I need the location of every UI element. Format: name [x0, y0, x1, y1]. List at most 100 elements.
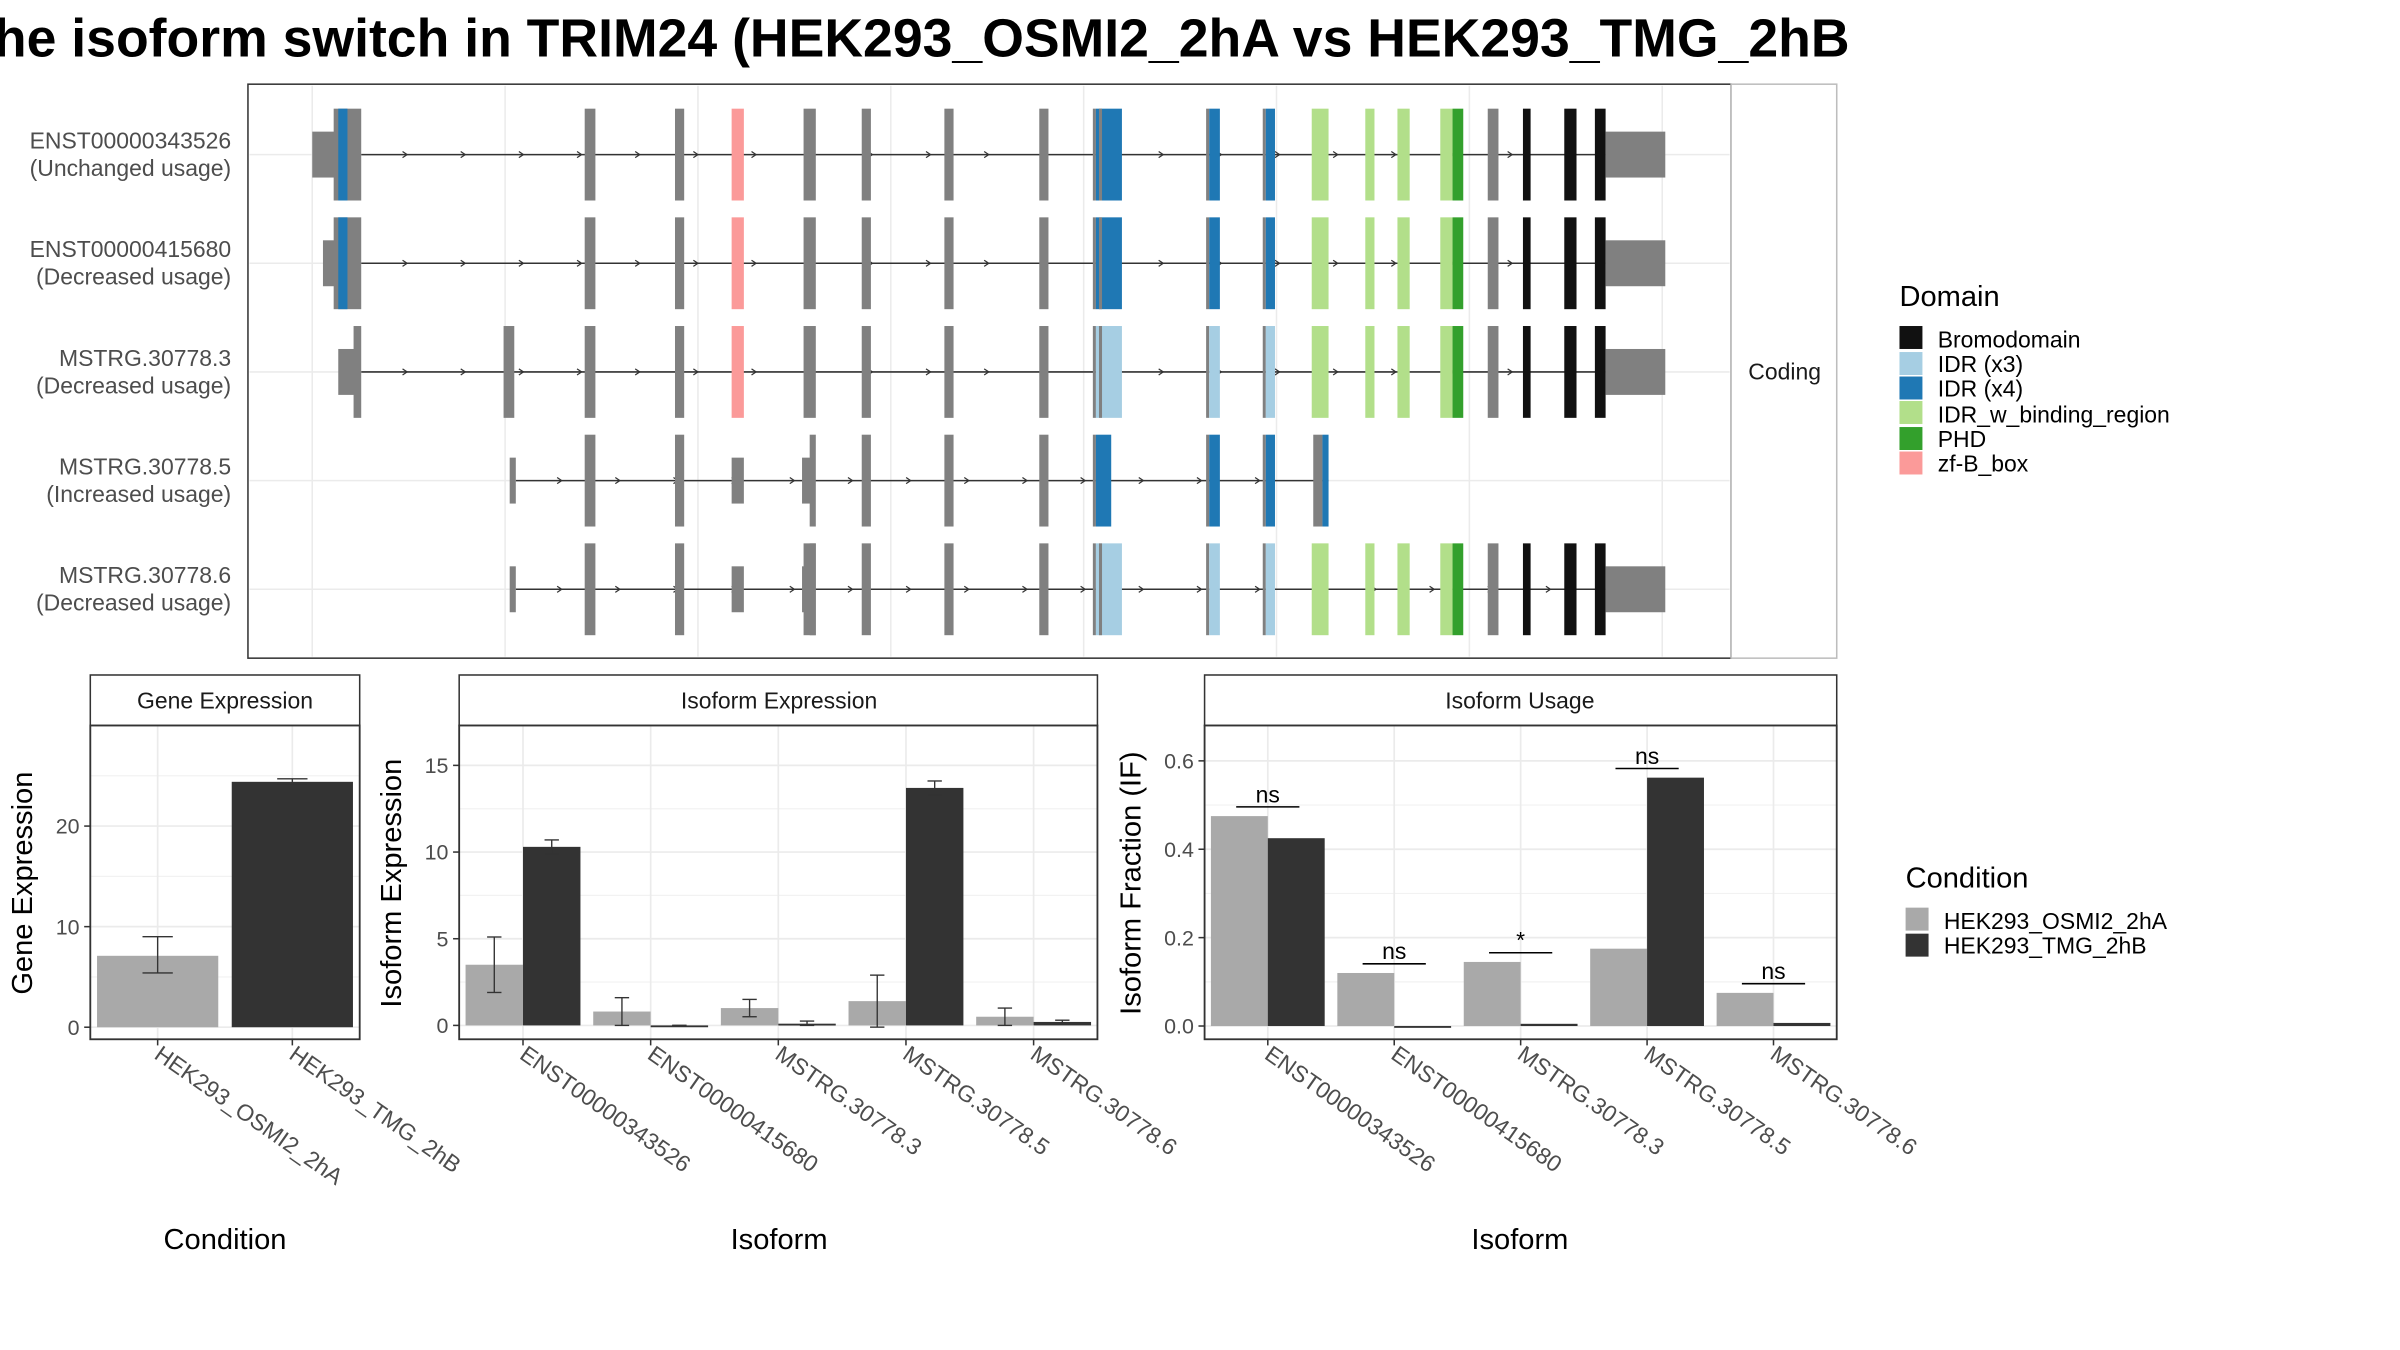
- domain-legend-item: Bromodomain: [1899, 326, 2081, 352]
- exon: [1092, 434, 1096, 527]
- intron-arrow: [634, 259, 641, 267]
- exon: [584, 434, 596, 527]
- panel-border: [89, 724, 361, 1041]
- page-title: he isoform switch in TRIM24 (HEK293_OSMI…: [0, 9, 1850, 69]
- exon: [1452, 217, 1464, 310]
- legend-label: IDR_w_binding_region: [1938, 401, 2170, 427]
- exon: [944, 108, 954, 201]
- legend-label: PHD: [1938, 426, 1986, 452]
- x-axis-title: Isoform: [731, 1224, 828, 1256]
- exon: [1092, 108, 1096, 201]
- panel-strip-title: Isoform Usage: [1445, 688, 1594, 714]
- panel-border: [1203, 724, 1838, 1041]
- exon: [1594, 326, 1606, 418]
- legend-label: HEK293_OSMI2_2hA: [1944, 908, 2168, 934]
- significance-label: *: [1516, 927, 1525, 953]
- exon: [584, 326, 596, 418]
- exon: [1487, 326, 1499, 418]
- domain-legend-item: IDR (x4): [1899, 375, 2023, 401]
- exon: [1209, 217, 1220, 310]
- panel-strip: [458, 674, 1099, 727]
- y-tick-label: 0.4: [1164, 838, 1194, 862]
- panel-strip: [89, 674, 361, 727]
- intron-arrow: [1332, 368, 1339, 376]
- intron-arrow: [963, 585, 970, 593]
- intron-arrow: [1274, 151, 1281, 159]
- exon: [674, 326, 685, 418]
- exon: [1039, 108, 1049, 201]
- y-tick-label: 20: [56, 815, 80, 839]
- intron-arrow: [925, 259, 932, 267]
- intron-arrow: [1507, 151, 1514, 159]
- exon: [509, 457, 516, 504]
- intron-arrow: [983, 259, 990, 267]
- intron-arrow: [402, 368, 409, 376]
- domain-legend-item: IDR (x3): [1899, 351, 2023, 377]
- exon: [731, 457, 744, 504]
- exon: [1262, 543, 1266, 636]
- exon: [1209, 108, 1220, 201]
- y-axis-title: Isoform Fraction (IF): [1115, 751, 1147, 1014]
- y-tick-label: 5: [437, 927, 449, 951]
- exon: [1605, 131, 1666, 178]
- transcript-id-label: MSTRG.30778.5: [59, 453, 231, 479]
- intron-arrow: [634, 151, 641, 159]
- y-tick-label: 15: [425, 754, 449, 778]
- exon: [1440, 543, 1453, 636]
- bar: [523, 846, 581, 1026]
- exon: [731, 108, 744, 201]
- intron-arrow: [1196, 585, 1203, 593]
- exon: [1206, 543, 1210, 636]
- panel-strip: [1203, 674, 1838, 727]
- intron-arrow: [789, 585, 796, 593]
- transcript-structure-panel: Coding ENST00000343526 (Unchanged usage)…: [30, 83, 1838, 659]
- exon: [731, 217, 744, 310]
- legend-swatch-idr-x3: [1899, 352, 1923, 375]
- bar: [1647, 777, 1704, 1027]
- intron-arrow: [1158, 259, 1165, 267]
- exon: [1594, 543, 1606, 636]
- exon: [1206, 434, 1210, 527]
- intron-arrow: [1022, 477, 1029, 485]
- exon: [1564, 543, 1577, 636]
- exon: [1397, 108, 1410, 201]
- intron-arrow: [1080, 477, 1087, 485]
- x-axis-title: Condition: [164, 1224, 287, 1256]
- exon: [1265, 108, 1275, 201]
- bar: [1210, 816, 1268, 1027]
- exon: [1092, 543, 1096, 636]
- exon: [1262, 434, 1266, 527]
- exon: [1209, 326, 1220, 418]
- exon: [1487, 543, 1499, 636]
- exon: [1522, 108, 1531, 201]
- transcript-status-label: (Decreased usage): [36, 372, 231, 398]
- exon: [1397, 217, 1410, 310]
- intron-arrow: [751, 259, 758, 267]
- exon: [1365, 108, 1375, 201]
- exon: [1209, 543, 1220, 636]
- exon: [1313, 434, 1323, 527]
- exon: [674, 434, 685, 527]
- exon: [322, 240, 336, 287]
- y-tick-label: 0.0: [1164, 1015, 1194, 1039]
- exon: [1209, 434, 1220, 527]
- exon: [1206, 217, 1210, 310]
- domain-idr-x4: [338, 108, 348, 201]
- exon: [1564, 108, 1577, 201]
- exon: [861, 543, 871, 636]
- intron-arrow: [556, 585, 563, 593]
- intron-arrow: [847, 477, 854, 485]
- exon: [312, 131, 337, 178]
- exon: [584, 108, 596, 201]
- intron-arrow: [1332, 151, 1339, 159]
- intron-arrow: [693, 259, 700, 267]
- transcript-row: [312, 108, 1666, 201]
- intron-arrow: [1138, 477, 1145, 485]
- intron-arrow: [751, 368, 758, 376]
- exon: [1039, 543, 1049, 636]
- exon: [1039, 217, 1049, 310]
- legend-swatch-condition-b: [1905, 933, 1929, 957]
- intron-arrow: [1158, 151, 1165, 159]
- transcript-row: [509, 543, 1666, 636]
- bar: [905, 787, 964, 1026]
